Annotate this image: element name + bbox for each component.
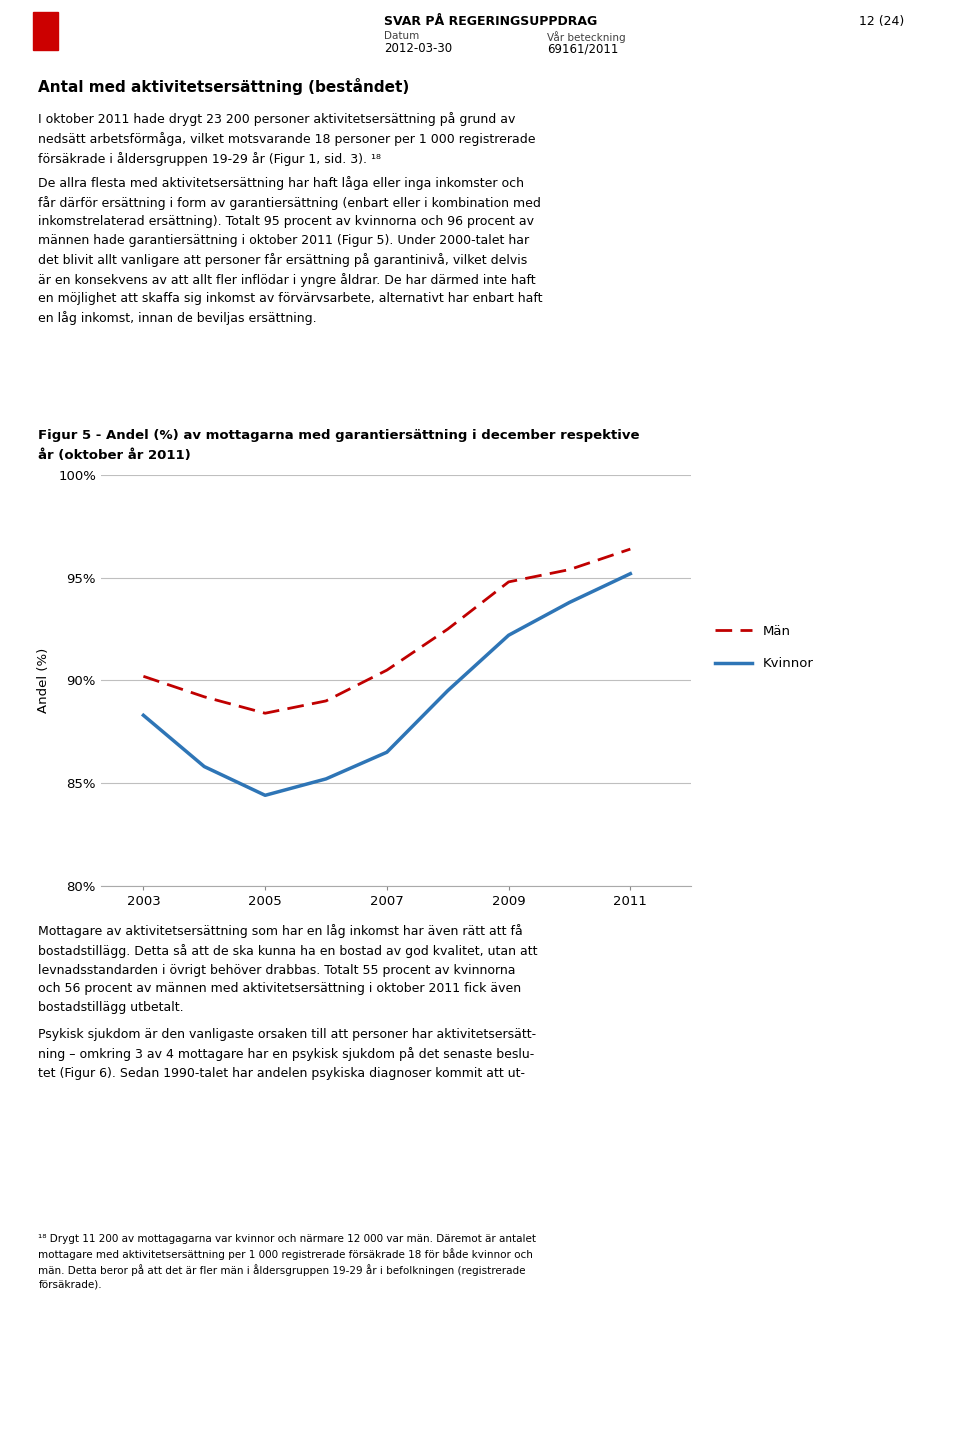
Text: Psykisk sjukdom är den vanligaste orsaken till att personer har aktivitetsersätt: Psykisk sjukdom är den vanligaste orsake… <box>38 1028 537 1080</box>
Text: år (oktober år 2011): år (oktober år 2011) <box>38 449 191 462</box>
Legend: Män, Kvinnor: Män, Kvinnor <box>709 619 819 675</box>
Text: Försäkringskassan: Försäkringskassan <box>64 24 204 37</box>
Text: Vår beteckning: Vår beteckning <box>547 30 626 43</box>
Text: Datum: Datum <box>384 30 420 40</box>
Text: Mottagare av aktivitetsersättning som har en låg inkomst har även rätt att få
bo: Mottagare av aktivitetsersättning som ha… <box>38 924 538 1014</box>
Text: 12 (24): 12 (24) <box>859 14 904 29</box>
Text: 2012-03-30: 2012-03-30 <box>384 42 452 56</box>
Text: Figur 5 - Andel (%) av mottagarna med garantiersättning i december respektive: Figur 5 - Andel (%) av mottagarna med ga… <box>38 429 640 442</box>
Text: ¹⁸ Drygt 11 200 av mottagagarna var kvinnor och närmare 12 000 var män. Däremot : ¹⁸ Drygt 11 200 av mottagagarna var kvin… <box>38 1234 537 1289</box>
Text: 69161/2011: 69161/2011 <box>547 42 618 56</box>
Text: I oktober 2011 hade drygt 23 200 personer aktivitetsersättning på grund av
nedsä: I oktober 2011 hade drygt 23 200 persone… <box>38 112 536 166</box>
Text: SVAR PÅ REGERINGSUPPDRAG: SVAR PÅ REGERINGSUPPDRAG <box>384 14 597 29</box>
Text: Antal med aktivitetsersättning (beståndet): Antal med aktivitetsersättning (bestånde… <box>38 78 410 95</box>
Bar <box>33 12 59 50</box>
Y-axis label: Andel (%): Andel (%) <box>36 648 50 713</box>
Text: De allra flesta med aktivitetsersättning har haft låga eller inga inkomster och
: De allra flesta med aktivitetsersättning… <box>38 176 543 325</box>
